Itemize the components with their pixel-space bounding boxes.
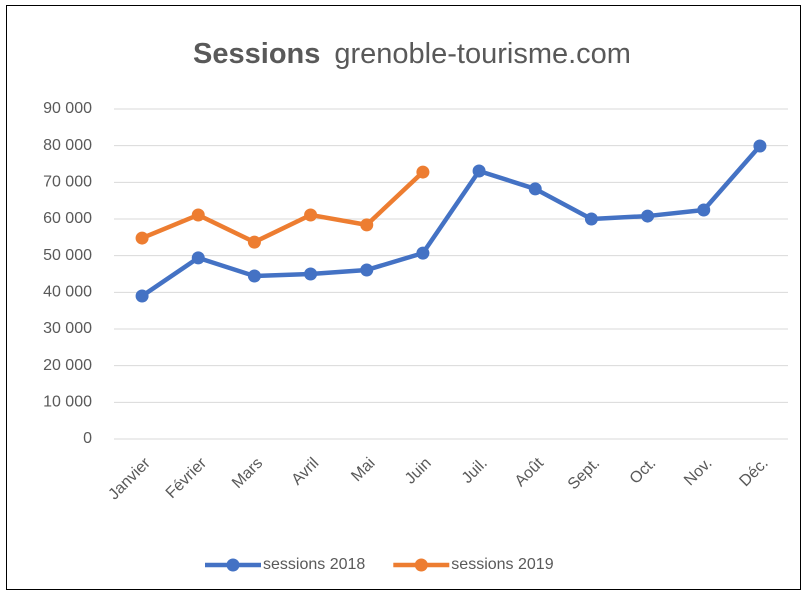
series-line xyxy=(140,144,762,298)
data-point xyxy=(641,209,655,223)
y-tick-label: 0 xyxy=(83,430,92,447)
chart-heading: Sessions grenoble-tourisme.com xyxy=(193,38,631,70)
data-point xyxy=(135,289,149,303)
data-point xyxy=(753,139,767,153)
y-tick-label: 20 000 xyxy=(43,357,92,374)
chart-subtitle: grenoble-tourisme.com xyxy=(334,38,631,70)
y-tick-label: 40 000 xyxy=(43,284,92,301)
legend-label: sessions 2018 xyxy=(263,556,365,573)
data-point xyxy=(472,164,486,178)
data-point xyxy=(135,231,149,245)
data-point xyxy=(416,246,430,260)
y-tick-label: 70 000 xyxy=(43,174,92,191)
data-point xyxy=(360,218,374,232)
chart-title: Sessions xyxy=(193,38,320,70)
data-point xyxy=(697,203,711,217)
data-point xyxy=(247,269,261,283)
y-tick-label: 60 000 xyxy=(43,210,92,227)
legend-marker xyxy=(414,558,428,572)
legend-marker xyxy=(226,558,240,572)
chart-frame xyxy=(6,5,801,590)
legend-label: sessions 2019 xyxy=(451,556,553,573)
y-tick-label: 80 000 xyxy=(43,137,92,154)
data-point xyxy=(584,212,598,226)
data-point xyxy=(416,165,430,179)
y-tick-label: 10 000 xyxy=(43,394,92,411)
y-tick-label: 90 000 xyxy=(43,100,92,117)
data-point xyxy=(191,208,205,222)
data-point xyxy=(191,251,205,265)
data-point xyxy=(247,235,261,249)
series-line xyxy=(141,170,425,245)
data-point xyxy=(304,208,318,222)
data-point xyxy=(528,182,542,196)
y-tick-label: 30 000 xyxy=(43,320,92,337)
data-point xyxy=(360,263,374,277)
data-point xyxy=(304,267,318,281)
y-tick-label: 50 000 xyxy=(43,247,92,264)
